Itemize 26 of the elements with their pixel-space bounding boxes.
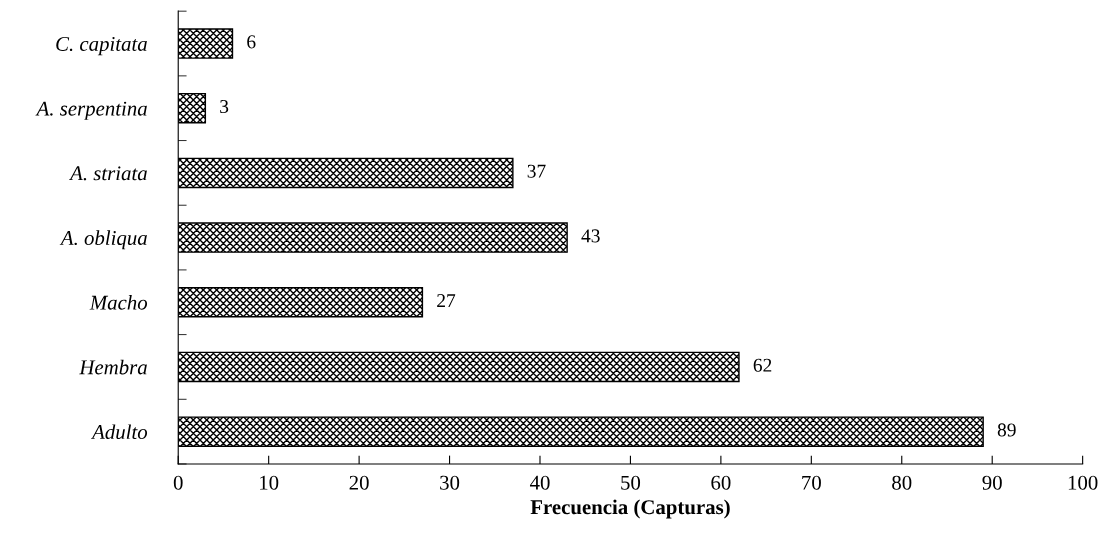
x-tick-label: 20 bbox=[349, 475, 369, 490]
x-tick-label: 60 bbox=[711, 475, 731, 490]
x-tick-label: 40 bbox=[529, 475, 550, 490]
x-tick-label: 90 bbox=[982, 475, 1002, 490]
x-tick-label: 0 bbox=[173, 475, 183, 490]
x-axis-title: Frecuencia (Capturas) bbox=[530, 499, 730, 519]
x-tick-label: 70 bbox=[802, 475, 821, 490]
data-label: 89 bbox=[997, 423, 1016, 437]
data-label: 27 bbox=[437, 294, 456, 307]
y-tick-label: A. striata bbox=[68, 166, 147, 181]
data-label: 62 bbox=[753, 358, 772, 372]
data-label: 3 bbox=[220, 100, 229, 114]
y-tick-label: C. capitata bbox=[56, 36, 147, 56]
x-tick-label: 80 bbox=[892, 475, 912, 490]
x-tick-label: 100 bbox=[1068, 475, 1098, 490]
x-tick-label: 30 bbox=[440, 475, 460, 490]
x-tick-label: 50 bbox=[621, 475, 641, 490]
x-tick-label: 10 bbox=[260, 475, 279, 490]
y-tick-label: Adulto bbox=[90, 424, 148, 440]
y-tick-label: A. obliqua bbox=[59, 230, 147, 250]
data-label: 37 bbox=[527, 164, 546, 178]
data-label: 43 bbox=[581, 229, 600, 243]
y-tick-label: Macho bbox=[89, 295, 148, 310]
data-label: 6 bbox=[247, 35, 256, 49]
y-tick-label: A. serpentina bbox=[35, 101, 147, 120]
y-tick-label: Hembra bbox=[79, 359, 147, 375]
